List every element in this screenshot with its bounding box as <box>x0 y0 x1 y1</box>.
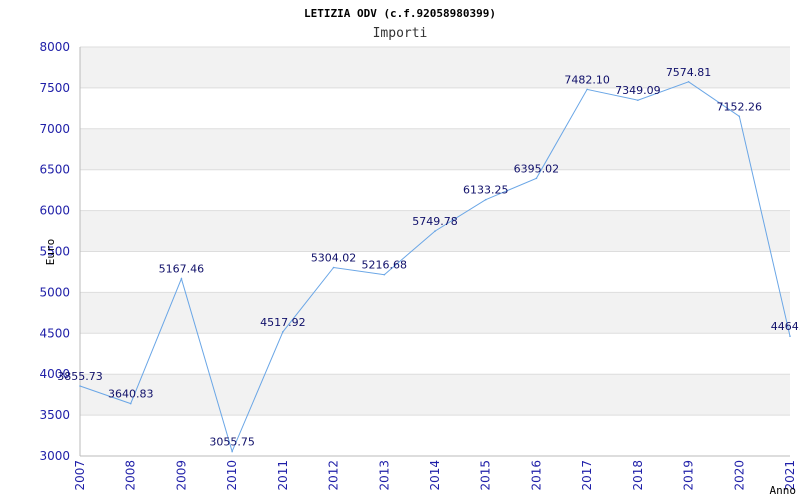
data-point <box>789 335 791 338</box>
x-tick-label: 2015 <box>479 460 493 491</box>
plot-band <box>80 47 790 88</box>
x-tick-labels: 2007 2008 2009 2010 2011 2012 2013 2014 2015 2016… <box>73 460 797 491</box>
y-tick-label: 3500 <box>39 408 70 422</box>
plot-band <box>80 169 790 211</box>
x-tick-label: 2007 <box>73 460 87 491</box>
data-point <box>738 115 741 118</box>
data-point <box>535 177 538 180</box>
y-tick-label: 4500 <box>39 326 70 340</box>
data-label: 5216.68 <box>362 259 408 272</box>
x-tick-label: 2013 <box>377 460 391 491</box>
data-label: 3055.75 <box>209 435 255 448</box>
data-point <box>332 266 335 269</box>
x-tick-label: 2017 <box>580 460 594 491</box>
data-label: 3640.83 <box>108 388 154 401</box>
data-point <box>282 331 284 333</box>
plot-band <box>80 415 790 456</box>
data-point <box>231 450 233 453</box>
data-point <box>79 385 81 387</box>
x-tick-label: 2016 <box>529 460 543 491</box>
data-point <box>180 277 183 280</box>
plot-bands <box>80 47 790 456</box>
y-tick-label: 6500 <box>39 163 70 177</box>
x-tick-label: 2014 <box>428 460 442 491</box>
data-label: 5749.78 <box>412 215 458 228</box>
chart-subtitle: Importi <box>373 26 428 41</box>
data-label: 3855.73 <box>57 370 103 383</box>
data-label: 6395.02 <box>514 162 560 175</box>
chart-title: LETIZIA ODV (c.f.92058980399) <box>304 7 496 20</box>
data-point <box>637 99 639 102</box>
data-point <box>586 88 588 91</box>
data-label: 7574.81 <box>666 66 712 79</box>
y-tick-label: 8000 <box>39 40 70 54</box>
data-point <box>434 230 436 232</box>
x-tick-label: 2009 <box>174 460 188 491</box>
x-tick-label: 2018 <box>631 460 645 491</box>
y-tick-label: 5000 <box>39 285 70 299</box>
plot-band <box>80 128 790 170</box>
data-label: 5167.46 <box>159 263 205 276</box>
y-tick-label: 3000 <box>39 449 70 463</box>
plot-band <box>80 87 790 129</box>
data-point <box>484 198 487 201</box>
y-axis-label: Euro <box>44 239 57 266</box>
data-label: 4517.92 <box>260 316 306 329</box>
data-point <box>129 402 132 405</box>
data-label: 4464.5 <box>771 320 800 333</box>
plot-band <box>80 374 790 416</box>
x-tick-label: 2012 <box>327 460 341 491</box>
y-tick-labels: 3000 3500 4000 4500 5000 5500 6000 6500 7000 7500… <box>39 40 70 463</box>
y-tick-label: 4000 <box>39 367 70 381</box>
plot-band <box>80 251 790 293</box>
x-tick-label: 2010 <box>225 460 239 491</box>
y-tick-label: 5500 <box>39 245 70 259</box>
data-labels: 3855.73 3640.83 5167.46 3055.75 4517.92 5304.… <box>57 66 800 449</box>
x-tick-label: 2011 <box>276 460 290 491</box>
plot-band <box>80 292 790 334</box>
x-tick-label: 2008 <box>124 460 138 491</box>
x-tick-label: 2019 <box>682 460 696 491</box>
data-label: 7152.26 <box>717 100 763 113</box>
y-tick-label: 6000 <box>39 204 70 218</box>
data-point <box>383 273 386 276</box>
x-tick-label: 2021 <box>783 460 797 491</box>
x-tick-label: 2020 <box>732 460 746 491</box>
y-tick-label: 7500 <box>39 81 70 95</box>
data-label: 7482.10 <box>564 73 610 86</box>
plot-band <box>80 333 790 375</box>
data-label: 7349.09 <box>615 84 661 97</box>
data-label: 5304.02 <box>311 252 357 265</box>
y-tick-label: 7000 <box>39 122 70 136</box>
x-axis-label: Anno <box>770 484 797 497</box>
series-group <box>79 80 791 453</box>
data-label: 6133.25 <box>463 184 509 197</box>
data-point <box>687 80 690 83</box>
